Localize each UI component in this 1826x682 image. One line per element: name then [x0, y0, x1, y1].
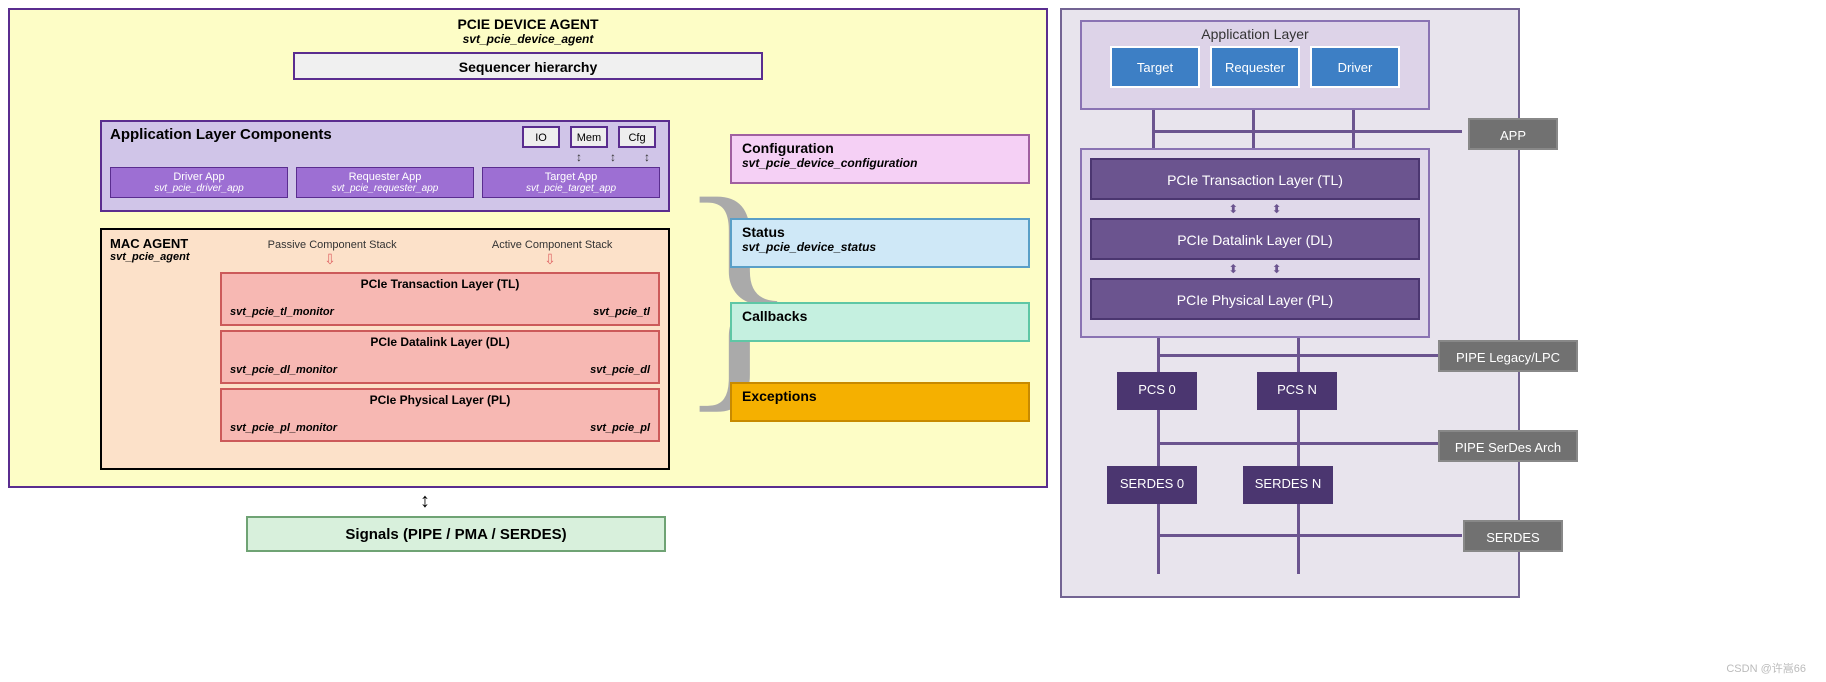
- driver-app-class: svt_pcie_driver_app: [115, 183, 283, 194]
- tl-active: svt_pcie_tl: [593, 306, 650, 318]
- app-layer-r-title: Application Layer: [1082, 26, 1428, 42]
- tl-layer-box: PCIe Transaction Layer (TL) svt_pcie_tl_…: [220, 272, 660, 326]
- tl-title: PCIe Transaction Layer (TL): [230, 277, 650, 291]
- watermark: CSDN @许嵩66: [1726, 660, 1806, 676]
- driver-app-name: Driver App: [173, 171, 224, 183]
- pcs-row: PCS 0 PCS N: [1117, 372, 1337, 410]
- exceptions-title: Exceptions: [742, 388, 1018, 404]
- mac-agent-panel: MAC AGENT svt_pcie_agent Passive Compone…: [100, 228, 670, 470]
- target-app-box: Target Appsvt_pcie_target_app: [482, 167, 660, 198]
- cfg-box: Cfg: [618, 126, 656, 148]
- requester-app-name: Requester App: [349, 171, 422, 183]
- updown-arrow-icon: ↕: [644, 150, 650, 164]
- pcie-device-agent-panel: PCIE DEVICE AGENT svt_pcie_device_agent …: [8, 8, 1048, 488]
- pl-monitor: svt_pcie_pl_monitor: [230, 422, 337, 434]
- requester-app-class: svt_pcie_requester_app: [301, 183, 469, 194]
- active-label: Active Component Stack: [492, 239, 612, 251]
- pl-layer-box: PCIe Physical Layer (PL) svt_pcie_pl_mon…: [220, 388, 660, 442]
- pcs0-box: PCS 0: [1117, 372, 1197, 410]
- sequencer-box: Sequencer hierarchy: [293, 52, 763, 80]
- io-arrows: ↕ ↕ ↕: [576, 150, 650, 164]
- dl-layer-r: PCIe Datalink Layer (DL): [1090, 218, 1420, 260]
- configuration-box: Configuration svt_pcie_device_configurat…: [730, 134, 1030, 184]
- signals-box: Signals (PIPE / PMA / SERDES): [246, 516, 666, 552]
- serdesn-box: SERDES N: [1243, 466, 1333, 504]
- app-layer-components: Application Layer Components IO Mem Cfg …: [100, 120, 670, 212]
- config-title: Configuration: [742, 140, 1018, 156]
- driver-app-box: Driver Appsvt_pcie_driver_app: [110, 167, 288, 198]
- target-app-class: svt_pcie_target_app: [487, 183, 655, 194]
- right-stack-panel: Application Layer Target Requester Drive…: [1060, 8, 1520, 598]
- dl-monitor: svt_pcie_dl_monitor: [230, 364, 337, 376]
- tl-monitor: svt_pcie_tl_monitor: [230, 306, 334, 318]
- updown-arrow-icon: ↕: [576, 150, 582, 164]
- status-sub: svt_pcie_device_status: [742, 240, 1018, 254]
- exceptions-box: Exceptions: [730, 382, 1030, 422]
- status-title: Status: [742, 224, 1018, 240]
- pl-title: PCIe Physical Layer (PL): [230, 393, 650, 407]
- pl-layer-r: PCIe Physical Layer (PL): [1090, 278, 1420, 320]
- side-label-app: APP: [1468, 118, 1558, 150]
- down-arrow-icon: ⇩: [324, 251, 336, 268]
- config-sub: svt_pcie_device_configuration: [742, 156, 1018, 170]
- dl-layer-box: PCIe Datalink Layer (DL) svt_pcie_dl_mon…: [220, 330, 660, 384]
- arrow-row: ⇩⇩: [220, 251, 660, 268]
- mem-box: Mem: [570, 126, 608, 148]
- requester-box: Requester: [1210, 46, 1300, 88]
- tl-layer-r: PCIe Transaction Layer (TL): [1090, 158, 1420, 200]
- pcsn-box: PCS N: [1257, 372, 1337, 410]
- pcie-layers-right: PCIe Transaction Layer (TL) ⬍ ⬍ PCIe Dat…: [1080, 148, 1430, 338]
- updown-arrow-icon: ⬍ ⬍: [1090, 202, 1420, 216]
- down-arrow-icon: ⇩: [544, 251, 556, 268]
- side-label-pipe-legacy: PIPE Legacy/LPC: [1438, 340, 1578, 372]
- stack-labels: Passive Component Stack Active Component…: [220, 239, 660, 251]
- side-label-pipe-serdes: PIPE SerDes Arch: [1438, 430, 1578, 462]
- dl-title: PCIe Datalink Layer (DL): [230, 335, 650, 349]
- app-layer-right: Application Layer Target Requester Drive…: [1080, 20, 1430, 110]
- connector: [1157, 442, 1462, 445]
- target-box: Target: [1110, 46, 1200, 88]
- updown-arrow-icon: ⬍ ⬍: [1090, 262, 1420, 276]
- io-boxes: IO Mem Cfg: [522, 126, 656, 148]
- connector: [1157, 534, 1462, 537]
- connector: [1297, 504, 1300, 574]
- requester-app-box: Requester Appsvt_pcie_requester_app: [296, 167, 474, 198]
- driver-box: Driver: [1310, 46, 1400, 88]
- agent-subtitle: svt_pcie_device_agent: [10, 32, 1046, 46]
- passive-label: Passive Component Stack: [268, 239, 397, 251]
- signals-arrow-icon: ↕: [420, 490, 430, 513]
- dl-active: svt_pcie_dl: [590, 364, 650, 376]
- status-box: Status svt_pcie_device_status: [730, 218, 1030, 268]
- connector: [1157, 410, 1160, 466]
- serdes-row: SERDES 0 SERDES N: [1107, 466, 1333, 504]
- connector: [1152, 130, 1462, 133]
- pl-active: svt_pcie_pl: [590, 422, 650, 434]
- target-app-name: Target App: [545, 171, 598, 183]
- app-row: Driver Appsvt_pcie_driver_app Requester …: [110, 167, 660, 198]
- callbacks-box: Callbacks: [730, 302, 1030, 342]
- io-box: IO: [522, 126, 560, 148]
- serdes0-box: SERDES 0: [1107, 466, 1197, 504]
- connector: [1297, 410, 1300, 466]
- connector: [1157, 354, 1462, 357]
- tdr-row: Target Requester Driver: [1082, 46, 1428, 88]
- agent-title: PCIE DEVICE AGENT: [10, 16, 1046, 32]
- updown-arrow-icon: ↕: [610, 150, 616, 164]
- side-label-serdes: SERDES: [1463, 520, 1563, 552]
- callbacks-title: Callbacks: [742, 308, 1018, 324]
- connector: [1157, 504, 1160, 574]
